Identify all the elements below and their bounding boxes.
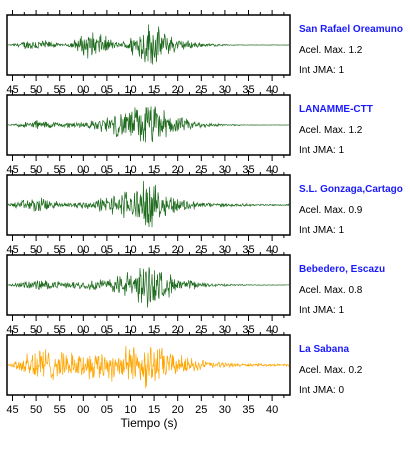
panel-frame xyxy=(6,254,291,316)
waveform-line xyxy=(7,181,290,228)
panel-frame xyxy=(6,334,291,396)
x-tick-label: 35 xyxy=(242,404,254,416)
waveform-line xyxy=(7,345,290,389)
waveform-line xyxy=(7,106,290,143)
x-tick-label: 15 xyxy=(148,404,160,416)
int-jma-text: Int JMA: 1 xyxy=(299,65,344,76)
panel-3: 45 50 55 00 05 10 15 20 25 30 35 40S.L. Gonzaga,Car… xyxy=(6,170,403,256)
int-jma-text: Int JMA: 1 xyxy=(299,225,344,236)
station-name: San Rafael Oreamuno xyxy=(299,24,403,35)
x-tick-label: 30 xyxy=(219,404,231,416)
acel-max-text: Acel. Max. 1.2 xyxy=(299,45,363,56)
waveform-line xyxy=(7,267,290,308)
station-name: La Sabana xyxy=(299,344,349,355)
panel-2: 45 50 55 00 05 10 15 20 25 30 35 40LANAMME-CTTAcel.… xyxy=(6,90,373,176)
station-name: S.L. Gonzaga,Cartago xyxy=(299,184,403,195)
x-tick-label: 10 xyxy=(124,404,136,416)
panel-frame xyxy=(6,14,291,76)
station-name: LANAMME-CTT xyxy=(299,104,373,115)
acel-max-text: Acel. Max. 0.2 xyxy=(299,365,363,376)
x-tick-label: 25 xyxy=(195,404,207,416)
acel-max-text: Acel. Max. 1.2 xyxy=(299,125,363,136)
x-tick-label: 20 xyxy=(172,404,184,416)
station-name: Bebedero, Escazu xyxy=(299,264,385,275)
x-tick-label: 05 xyxy=(101,404,113,416)
int-jma-text: Int JMA: 1 xyxy=(299,145,344,156)
acel-max-text: Acel. Max. 0.9 xyxy=(299,205,363,216)
x-tick-label: 55 xyxy=(54,404,66,416)
panel-frame xyxy=(6,174,291,236)
x-tick-label: 45 xyxy=(6,404,18,416)
x-axis-title: Tiempo (s) xyxy=(121,416,178,430)
x-tick-label: 00 xyxy=(77,404,89,416)
x-tick-label: 40 xyxy=(266,404,278,416)
acel-max-text: Acel. Max. 0.8 xyxy=(299,285,363,296)
int-jma-text: Int JMA: 1 xyxy=(299,305,344,316)
int-jma-text: Int JMA: 0 xyxy=(299,385,344,396)
x-tick-label: 50 xyxy=(30,404,42,416)
panel-5: 45 50 55 00 05 10 15 20 25 30 35 40 La Sabana Acel. M… xyxy=(6,330,363,416)
panel-frame xyxy=(6,94,291,156)
waveform-line xyxy=(7,24,290,65)
